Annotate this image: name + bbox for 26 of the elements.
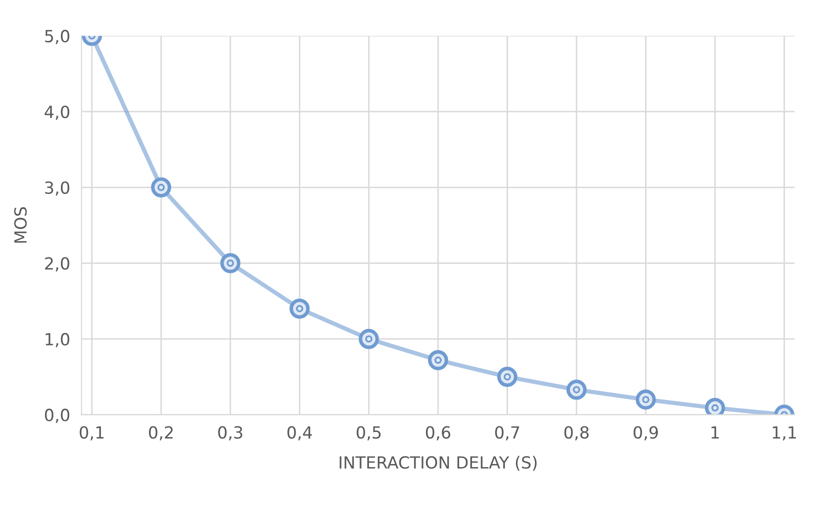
x-axis-title: INTERACTION DELAY (S)	[340, 456, 537, 471]
y-tick-label: 1,0	[46, 332, 70, 348]
x-tick-label: 1,1	[772, 426, 796, 440]
x-tick-label: 0,3	[218, 426, 242, 440]
point	[497, 366, 518, 387]
x-tick-label: 0,8	[564, 426, 589, 440]
y-tick-label: 3,0	[45, 181, 70, 196]
y-tick-label: 0,0	[44, 408, 70, 423]
x-tick-label: 0,2	[148, 426, 173, 440]
x-tick-label: 0,5	[356, 426, 381, 440]
x-tick-label: 0,9	[634, 426, 658, 440]
point	[358, 328, 379, 350]
point	[566, 380, 587, 400]
x-tick-label: 0,4	[287, 426, 312, 440]
x-tick-label: 0,7	[495, 426, 520, 440]
y-tick-label: 4,0	[44, 106, 70, 120]
y-tick-label: 5,0	[45, 30, 70, 44]
x-tick-label: 0,1	[80, 426, 104, 440]
x-tick-label: 1	[712, 426, 719, 438]
x-tick-label: 0,6	[426, 426, 450, 440]
y-axis-title: MOS	[14, 207, 27, 243]
point	[220, 253, 240, 274]
point	[428, 350, 448, 370]
y-tick-label: 2,0	[45, 257, 70, 272]
point	[636, 389, 656, 410]
point	[290, 298, 310, 319]
